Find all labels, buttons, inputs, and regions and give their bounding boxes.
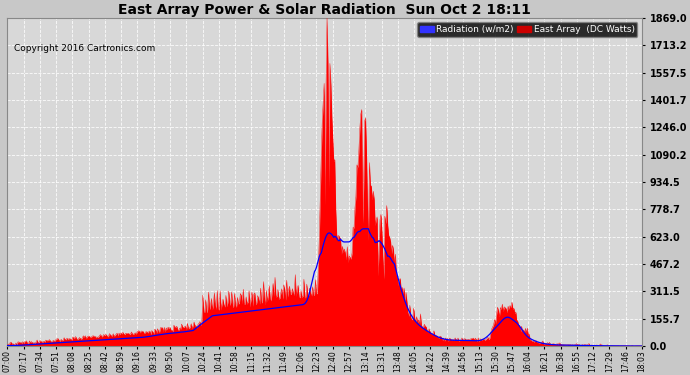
Legend: Radiation (w/m2), East Array  (DC Watts): Radiation (w/m2), East Array (DC Watts) [417, 22, 638, 37]
Title: East Array Power & Solar Radiation  Sun Oct 2 18:11: East Array Power & Solar Radiation Sun O… [118, 3, 531, 17]
Text: Copyright 2016 Cartronics.com: Copyright 2016 Cartronics.com [14, 44, 155, 52]
